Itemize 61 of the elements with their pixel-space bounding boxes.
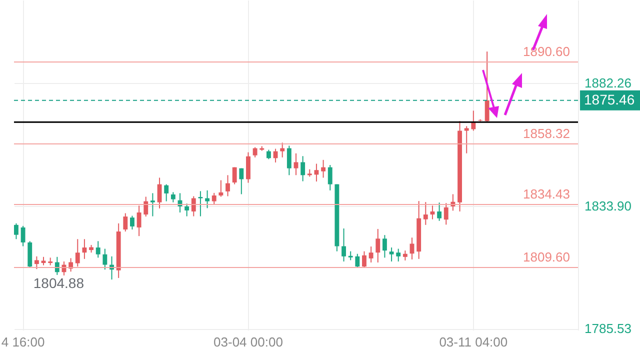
candlestick xyxy=(54,256,60,276)
y-tick-label: 1882.26 xyxy=(584,76,632,91)
candlestick xyxy=(191,196,196,217)
candlestick xyxy=(464,126,469,154)
y-tick-label: 1833.90 xyxy=(584,198,632,214)
candlestick xyxy=(444,202,448,226)
candlestick xyxy=(484,51,490,123)
candlestick xyxy=(34,256,39,270)
candlestick xyxy=(102,248,108,270)
candlestick xyxy=(232,166,237,185)
candlestick xyxy=(144,196,148,218)
candlestick xyxy=(170,192,176,203)
candlestick xyxy=(20,225,26,247)
ref-line-label: 1875.46 xyxy=(584,91,635,108)
candlestick xyxy=(14,222,18,240)
x-tick-label: 03-11 04:00 xyxy=(439,334,508,350)
candlestick xyxy=(96,240,100,258)
candlestick xyxy=(130,215,134,230)
candlestick xyxy=(157,177,162,209)
candlestick xyxy=(136,205,142,237)
candlestick xyxy=(218,180,224,198)
x-tick-label: 4 16:00 xyxy=(1,334,45,350)
candlestick xyxy=(355,253,360,268)
candlestick xyxy=(423,202,428,226)
candlestick xyxy=(164,184,169,202)
candlestick xyxy=(266,149,271,160)
candlestick xyxy=(389,247,394,262)
candlestick xyxy=(410,237,414,260)
ref-line-label: 1834.43 xyxy=(523,186,570,202)
candlestick xyxy=(252,146,258,158)
candlestick xyxy=(212,192,216,206)
candlestick xyxy=(396,248,401,262)
candlestick xyxy=(246,152,250,184)
candlestick xyxy=(402,250,408,261)
candlestick xyxy=(198,190,203,217)
candlestick xyxy=(239,168,244,195)
candlestick xyxy=(368,246,374,263)
candlestick xyxy=(342,228,346,262)
candlestick xyxy=(437,202,442,222)
candlestick xyxy=(184,203,190,217)
candlestick xyxy=(300,156,306,182)
candlestick xyxy=(376,228,380,263)
candlestick xyxy=(150,192,155,217)
annotation: 1804.88 xyxy=(33,275,84,291)
x-tick-label: 03-04 00:00 xyxy=(214,334,283,350)
candlestick xyxy=(82,238,87,260)
candlestick xyxy=(280,142,285,158)
candlestick xyxy=(123,212,128,232)
candlestick xyxy=(286,145,292,176)
candlestick xyxy=(382,234,387,258)
candlestick xyxy=(321,159,326,178)
candlestick xyxy=(226,174,230,197)
y-tick-label: 1785.53 xyxy=(584,321,632,336)
ref-line-label: 1890.60 xyxy=(523,44,570,59)
candlestick xyxy=(205,190,210,209)
ref-line-label: 1809.60 xyxy=(523,250,570,265)
candlestick xyxy=(328,164,332,191)
candlestick xyxy=(362,250,366,268)
candlestick xyxy=(75,238,80,268)
ref-line-label: 1858.32 xyxy=(523,126,570,141)
candlestick xyxy=(294,152,298,176)
